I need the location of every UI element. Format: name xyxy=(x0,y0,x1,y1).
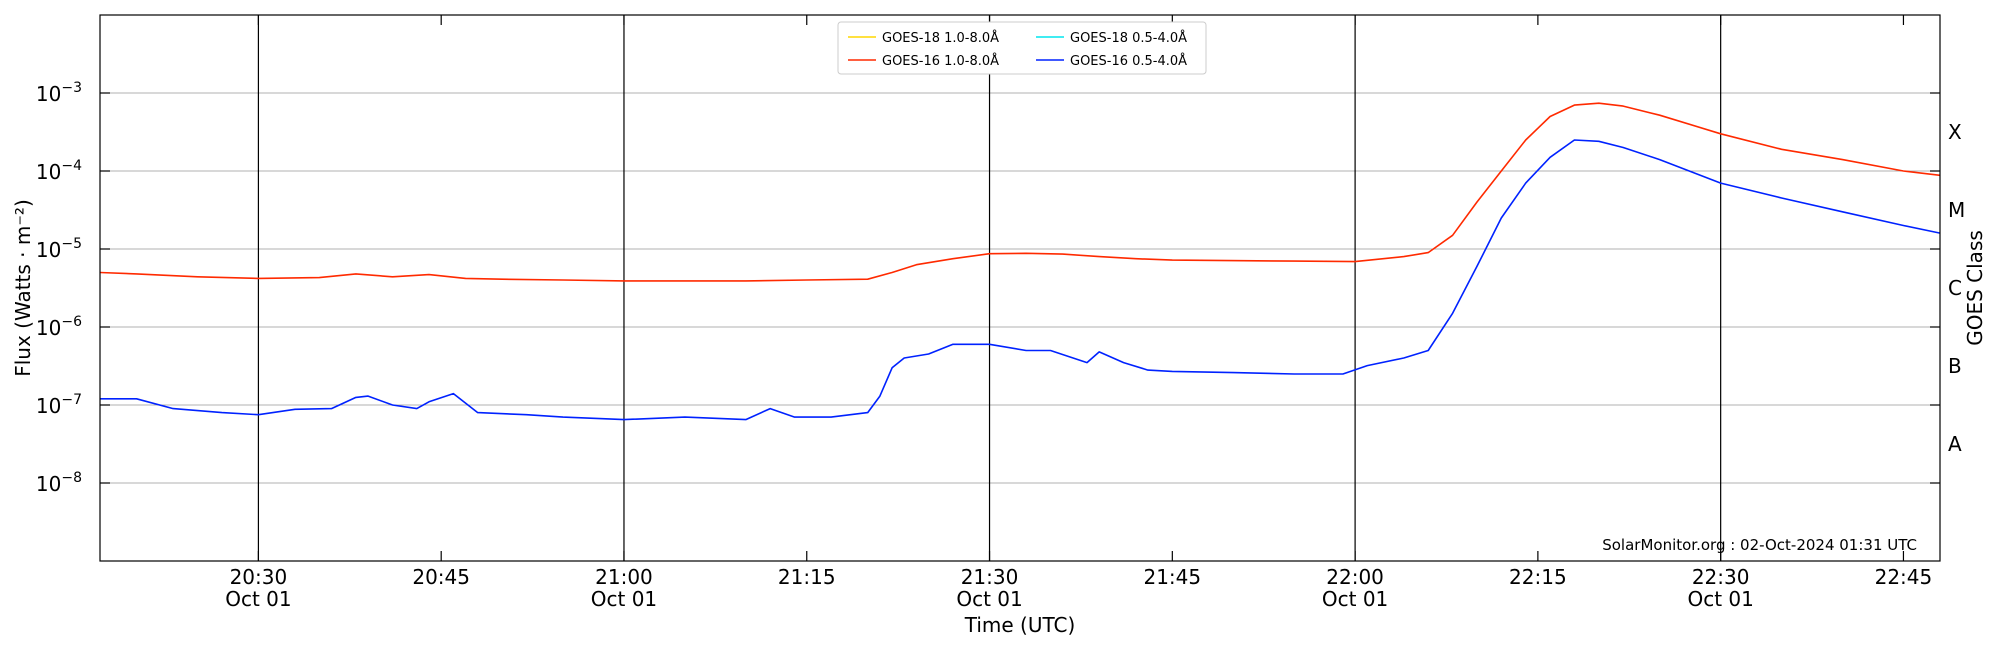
axis-ticks xyxy=(100,15,1940,561)
x-tick-label-6: 22:00 xyxy=(1326,565,1384,589)
vertical-day-lines xyxy=(257,15,1722,561)
x-tick-label-9: 22:45 xyxy=(1875,565,1933,589)
x-tick-label-5: 21:45 xyxy=(1143,565,1201,589)
legend-label-3: GOES-16 0.5-4.0Å xyxy=(1070,53,1187,69)
x-tick-label-3: 21:15 xyxy=(778,565,836,589)
grid-lines xyxy=(100,92,1940,484)
series-line-1 xyxy=(100,139,1941,421)
goes-class-label-m: M xyxy=(1948,198,1965,222)
x-tick-sublabel-6: Oct 01 xyxy=(1322,587,1388,611)
legend: GOES-18 1.0-8.0Å GOES-18 0.5-4.0Å GOES-16 … xyxy=(837,21,1207,75)
right-axis-title: GOES Class xyxy=(1963,230,1987,346)
x-tick-sublabel-2: Oct 01 xyxy=(591,587,657,611)
x-tick-sublabel-4: Oct 01 xyxy=(956,587,1022,611)
y-tick-label-2: 10−5 xyxy=(36,236,82,262)
goes-class-label-c: C xyxy=(1948,276,1962,300)
plot-frame xyxy=(99,14,1941,562)
y-tick-label-3: 10−6 xyxy=(36,314,82,340)
x-tick-sublabel-8: Oct 01 xyxy=(1687,587,1753,611)
x-tick-sublabel-0: Oct 01 xyxy=(225,587,291,611)
series-line-0 xyxy=(99,102,1941,282)
y-tick-label-5: 10−8 xyxy=(36,470,82,496)
y-tick-labels: 10−3 10−4 10−5 10−6 10−7 10−8 xyxy=(36,80,82,496)
x-tick-label-8: 22:30 xyxy=(1692,565,1750,589)
legend-frame xyxy=(837,21,1207,75)
x-tick-label-0: 20:30 xyxy=(230,565,288,589)
y-axis-title: Flux (Watts · m⁻²) xyxy=(11,199,35,377)
legend-label-2: GOES-16 1.0-8.0Å xyxy=(882,53,999,69)
y-tick-label-4: 10−7 xyxy=(36,392,82,418)
goes-class-labels: X M C B A xyxy=(1948,120,1965,456)
goes-class-label-x: X xyxy=(1948,120,1962,144)
goes-class-label-b: B xyxy=(1948,354,1962,378)
series-lines xyxy=(99,102,1941,421)
goes-class-label-a: A xyxy=(1948,432,1962,456)
x-tick-label-7: 22:15 xyxy=(1509,565,1567,589)
y-tick-label-1: 10−4 xyxy=(36,158,82,184)
credit-text: SolarMonitor.org : 02-Oct-2024 01:31 UTC xyxy=(1602,536,1917,554)
y-tick-label-0: 10−3 xyxy=(36,80,82,106)
x-tick-label-1: 20:45 xyxy=(412,565,470,589)
x-tick-label-4: 21:30 xyxy=(961,565,1019,589)
x-axis-title: Time (UTC) xyxy=(964,613,1076,637)
x-tick-label-2: 21:00 xyxy=(595,565,653,589)
legend-label-0: GOES-18 1.0-8.0Å xyxy=(882,30,999,46)
legend-label-1: GOES-18 0.5-4.0Å xyxy=(1070,30,1187,46)
